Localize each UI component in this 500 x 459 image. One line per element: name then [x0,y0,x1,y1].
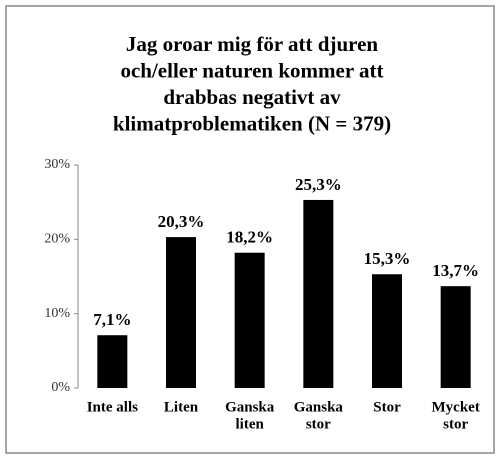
x-tick-label: Ganska [294,399,344,415]
chart-title: och/eller naturen kommer att [120,58,383,82]
chart-title: Jag oroar mig för att djuren [126,32,378,56]
y-tick-label: 20% [44,232,70,247]
x-tick-label: liten [235,416,264,432]
x-tick-label: Inte alls [87,399,138,415]
value-label: 15,3% [364,249,411,268]
bar [372,274,402,388]
bar [234,252,265,388]
x-tick-label: Ganska [225,399,275,415]
value-label: 7,1% [93,310,131,329]
bar [440,286,471,388]
bar [303,199,334,388]
bar [166,237,196,388]
x-tick-label: Liten [164,399,199,415]
value-label: 20,3% [158,212,205,231]
chart-title: klimatproblematiken (N = 379) [113,111,391,135]
y-tick-label: 10% [44,306,70,321]
y-tick-label: 0% [51,380,70,395]
x-tick-label: stor [306,416,331,432]
value-label: 13,7% [432,261,479,280]
x-tick-label: Stor [373,399,401,415]
x-tick-label: Mycket [432,399,480,415]
value-label: 25,3% [295,175,342,194]
chart-title: drabbas negativt av [163,85,341,109]
value-label: 18,2% [226,228,273,247]
y-tick-label: 30% [44,157,70,172]
bar [97,335,128,388]
x-tick-label: stor [443,416,468,432]
